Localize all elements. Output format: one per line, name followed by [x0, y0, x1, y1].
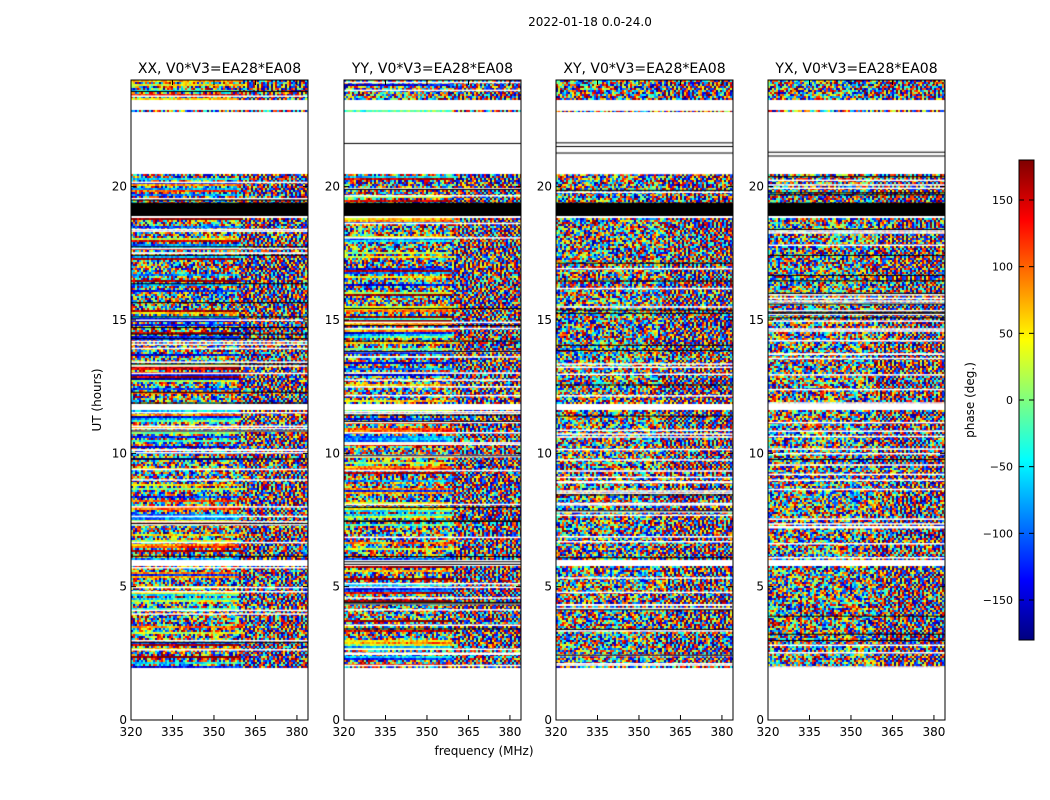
- y-tick-label: 20: [749, 180, 764, 194]
- x-tick-label: 365: [244, 725, 267, 739]
- phase-heatmap-xy: [556, 80, 733, 720]
- y-tick-label: 5: [544, 580, 552, 594]
- x-tick-label: 380: [710, 725, 733, 739]
- x-tick-label: 380: [498, 725, 521, 739]
- axes-frame: [767, 79, 946, 721]
- colorbar-tick-label: 150: [992, 194, 1013, 207]
- y-tick-label: 10: [325, 446, 340, 460]
- x-tick-label: 320: [333, 725, 356, 739]
- y-tick-label: 0: [756, 713, 764, 727]
- phase-heatmap-yy: [344, 80, 521, 720]
- colorbar-tick-label: 0: [1006, 394, 1013, 407]
- x-tick-label: 350: [628, 725, 651, 739]
- panel-xx: XX, V0*V3=EA28*EA08 320 335 350 365 380 0 5 10 15…: [112, 61, 309, 739]
- panel-title: XY, V0*V3=EA28*EA08: [563, 61, 725, 77]
- y-tick-label: 15: [749, 313, 764, 327]
- colorbar-tick-label: 50: [999, 327, 1013, 340]
- y-tick-label: 20: [537, 180, 552, 194]
- colorbar-tick-label: −100: [983, 527, 1013, 540]
- panel-title: YX, V0*V3=EA28*EA08: [774, 61, 937, 77]
- x-tick-label: 350: [416, 725, 439, 739]
- panels-group: XX, V0*V3=EA28*EA08 320 335 350 365 380 0 5 10 15…: [112, 61, 946, 739]
- x-tick-label: 380: [285, 725, 308, 739]
- x-tick-label: 350: [840, 725, 863, 739]
- x-tick-label: 365: [669, 725, 692, 739]
- y-tick-label: 15: [325, 313, 340, 327]
- axes-frame: [343, 79, 522, 721]
- panel-yx: YX, V0*V3=EA28*EA08 320 335 350 365 380 0 5 10 15…: [749, 61, 946, 739]
- figure-suptitle: 2022-01-18 0.0-24.0: [528, 15, 652, 29]
- x-tick-label: 350: [203, 725, 226, 739]
- y-tick-label: 10: [537, 446, 552, 460]
- y-tick-label: 5: [119, 580, 127, 594]
- y-tick-label: 0: [544, 713, 552, 727]
- y-tick-label: 10: [112, 446, 127, 460]
- x-tick-label: 365: [457, 725, 480, 739]
- y-tick-label: 15: [112, 313, 127, 327]
- y-tick-label: 0: [332, 713, 340, 727]
- x-tick-label: 335: [798, 725, 821, 739]
- panel-xy: XY, V0*V3=EA28*EA08 320 335 350 365 380 0 5 10 15…: [537, 61, 734, 739]
- panel-yy: YY, V0*V3=EA28*EA08 320 335 350 365 380 0 5 10 15…: [325, 61, 522, 739]
- colorbar: 150 100 50 0 −50 −100 −150 phase (deg.): [963, 159, 1035, 641]
- x-tick-label: 320: [120, 725, 143, 739]
- colorbar-ticks: 150 100 50 0 −50 −100 −150: [983, 194, 1034, 607]
- y-tick-label: 20: [112, 180, 127, 194]
- y-tick-label: 5: [332, 580, 340, 594]
- y-tick-label: 0: [119, 713, 127, 727]
- colorbar-tick-label: −150: [983, 594, 1013, 607]
- x-tick-label: 335: [374, 725, 397, 739]
- x-tick-label: 380: [922, 725, 945, 739]
- x-axis-label: frequency (MHz): [434, 744, 533, 758]
- phase-heatmap-xx: [131, 80, 308, 720]
- x-tick-label: 320: [545, 725, 568, 739]
- y-tick-label: 5: [756, 580, 764, 594]
- x-tick-label: 335: [586, 725, 609, 739]
- phase-heatmap-yx: [768, 80, 945, 720]
- colorbar-tick-label: 100: [992, 261, 1013, 274]
- y-tick-label: 10: [749, 446, 764, 460]
- x-tick-label: 335: [161, 725, 184, 739]
- axes-frame: [130, 79, 309, 721]
- y-tick-label: 20: [325, 180, 340, 194]
- y-tick-label: 15: [537, 313, 552, 327]
- x-tick-label: 365: [881, 725, 904, 739]
- colorbar-tick-label: −50: [990, 461, 1013, 474]
- panel-title: XX, V0*V3=EA28*EA08: [138, 61, 301, 77]
- panel-title: YY, V0*V3=EA28*EA08: [351, 61, 513, 77]
- x-tick-label: 320: [757, 725, 780, 739]
- colorbar-label: phase (deg.): [963, 362, 977, 438]
- y-axis-label: UT (hours): [90, 368, 104, 431]
- axes-frame: [555, 79, 734, 721]
